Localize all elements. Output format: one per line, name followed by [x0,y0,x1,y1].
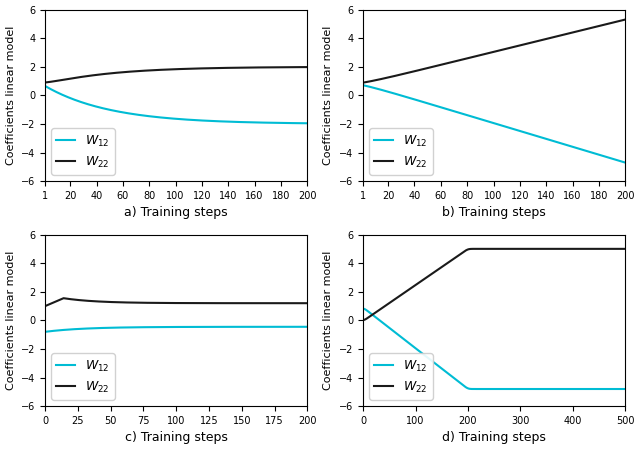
$W_{12}$ [246,324,253,329]
$W_{22}$ [303,301,311,306]
$W_{22}$ [42,303,49,309]
$W_{12}$ [221,119,229,124]
$W_{22}$ [359,80,367,86]
$W_{22}$ [148,300,156,306]
$W_{22}$ [475,53,483,58]
$W_{12}$ [621,386,629,391]
X-axis label: d) Training steps: d) Training steps [442,432,546,445]
$W_{22}$ [250,65,258,70]
$W_{12}$ [568,386,576,391]
$W_{12}$ [568,144,576,149]
$W_{12}$ [475,116,483,121]
Line: $W_{12}$: $W_{12}$ [363,85,625,162]
$W_{22}$ [359,317,367,323]
$W_{22}$ [475,246,483,252]
$W_{12}$ [564,143,572,148]
$W_{22}$ [60,296,67,301]
$W_{12}$ [564,386,572,391]
$W_{12}$ [147,114,155,119]
$W_{12}$ [42,83,49,89]
$W_{12}$ [472,386,480,391]
$W_{12}$ [221,324,229,329]
Y-axis label: Coefficients linear model: Coefficients linear model [6,251,15,390]
$W_{12}$ [540,386,547,391]
$W_{22}$ [68,76,76,81]
$W_{22}$ [621,246,629,252]
$W_{22}$ [68,297,76,302]
$W_{22}$ [472,246,480,252]
$W_{22}$ [221,65,229,71]
Y-axis label: Coefficients linear model: Coefficients linear model [323,251,333,390]
Y-axis label: Coefficients linear model: Coefficients linear model [6,26,15,165]
$W_{22}$ [386,300,394,306]
Line: $W_{12}$: $W_{12}$ [45,86,307,123]
$W_{22}$ [540,246,547,252]
X-axis label: a) Training steps: a) Training steps [124,207,228,220]
$W_{22}$ [157,300,164,306]
$W_{12}$ [540,135,547,141]
Legend: $W_{12}$, $W_{22}$: $W_{12}$, $W_{22}$ [51,353,115,400]
Legend: $W_{12}$, $W_{22}$: $W_{12}$, $W_{22}$ [369,353,433,400]
$W_{12}$ [68,327,76,332]
$W_{22}$ [540,37,547,42]
Line: $W_{22}$: $W_{22}$ [363,19,625,83]
$W_{22}$ [465,55,473,61]
$W_{12}$ [621,160,629,165]
$W_{22}$ [303,64,311,70]
$W_{12}$ [147,324,155,330]
$W_{22}$ [157,67,164,72]
$W_{22}$ [564,31,572,36]
Legend: $W_{12}$, $W_{22}$: $W_{12}$, $W_{22}$ [51,128,115,175]
$W_{12}$ [303,324,311,329]
Line: $W_{22}$: $W_{22}$ [363,249,625,320]
$W_{12}$ [386,90,394,95]
$W_{22}$ [246,301,253,306]
$W_{12}$ [157,324,164,330]
$W_{12}$ [250,120,258,125]
$W_{12}$ [386,326,394,331]
$W_{12}$ [246,120,253,125]
$W_{22}$ [465,247,473,252]
$W_{12}$ [68,96,76,101]
$W_{12}$ [475,386,483,391]
Line: $W_{12}$: $W_{12}$ [45,327,307,332]
$W_{12}$ [465,113,473,118]
Line: $W_{12}$: $W_{12}$ [363,309,625,389]
$W_{22}$ [246,65,253,70]
Line: $W_{22}$: $W_{22}$ [45,67,307,82]
Line: $W_{22}$: $W_{22}$ [45,298,307,306]
Legend: $W_{12}$, $W_{22}$: $W_{12}$, $W_{22}$ [369,128,433,175]
$W_{12}$ [157,115,164,120]
$W_{22}$ [147,68,155,73]
$W_{12}$ [42,329,49,334]
$W_{22}$ [621,17,629,22]
$W_{22}$ [386,74,394,80]
$W_{22}$ [568,30,576,35]
$W_{12}$ [465,386,473,391]
$W_{22}$ [568,246,576,252]
$W_{22}$ [564,246,572,252]
$W_{22}$ [221,301,229,306]
X-axis label: b) Training steps: b) Training steps [442,207,546,220]
$W_{12}$ [303,121,311,126]
X-axis label: c) Training steps: c) Training steps [125,432,228,445]
$W_{22}$ [42,80,49,85]
Y-axis label: Coefficients linear model: Coefficients linear model [323,26,333,165]
$W_{12}$ [250,324,258,329]
$W_{12}$ [359,306,367,311]
$W_{22}$ [251,301,259,306]
$W_{12}$ [359,82,367,88]
